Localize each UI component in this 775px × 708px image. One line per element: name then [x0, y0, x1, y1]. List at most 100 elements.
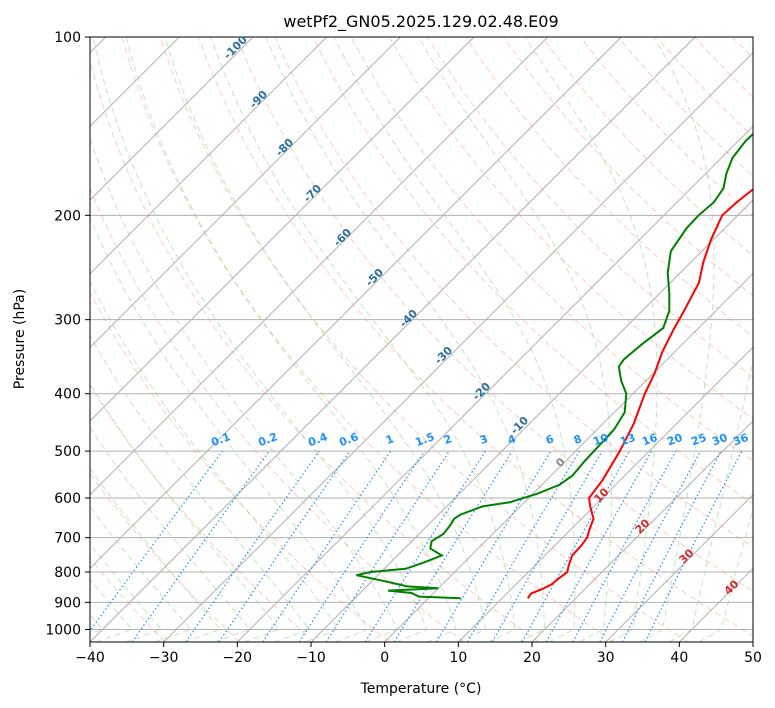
y-tick-label: 700 — [54, 531, 81, 547]
isotherm-line — [752, 641, 753, 642]
mixing-ratio-line — [644, 450, 743, 642]
dry-adiabat-line — [656, 37, 753, 138]
mixing-ratio-line — [262, 450, 392, 642]
moist-adiabat-line — [418, 37, 613, 642]
moist-adiabat-label: 20 — [633, 516, 653, 536]
plot-frame — [89, 36, 754, 643]
y-tick-label: 900 — [54, 595, 81, 611]
isotherm-line — [90, 37, 696, 642]
mixing-ratio-label: 25 — [689, 431, 708, 448]
moist-adiabat-line — [333, 37, 576, 642]
y-tick-label: 400 — [54, 387, 81, 403]
moist-adiabat-line — [639, 37, 715, 642]
moist-adiabat-line — [698, 506, 753, 642]
dewpoint-profile-line — [356, 132, 753, 600]
mixing-ratio-line — [435, 450, 552, 642]
line-labels: -100-90-80-70-60-50-40-30-20-100.1 0.2 0.4… — [209, 33, 750, 598]
isotherm-line — [163, 51, 753, 642]
dry-adiabat-line — [236, 37, 753, 592]
mixing-ratio-line — [599, 450, 702, 642]
moist-adiabat-line — [524, 37, 658, 642]
mixing-ratio-line — [621, 450, 722, 642]
dry-adiabat-line — [121, 37, 614, 642]
isotherm-line — [90, 37, 254, 201]
isotherm-line — [90, 37, 475, 422]
isotherm-line — [90, 37, 549, 496]
mixing-ratio-label: 10 — [591, 431, 610, 449]
x-tick-label: −20 — [223, 650, 253, 666]
x-axis-label: Temperature (°C) — [360, 681, 482, 697]
dry-adiabat-line — [388, 37, 753, 420]
dry-adiabat-line — [426, 37, 753, 379]
dry-adiabat-label: -90 — [247, 88, 270, 111]
dry-adiabat-line — [274, 37, 753, 548]
dry-adiabat-label: -70 — [301, 182, 324, 205]
mixing-ratio-label: 1.5 — [413, 430, 436, 449]
mixing-ratio-label: 0.2 — [256, 430, 279, 449]
y-tick-label: 800 — [54, 565, 81, 581]
mixing-ratio-line — [218, 450, 351, 642]
dry-adiabat-line — [503, 37, 753, 297]
x-tick-label: −30 — [149, 650, 179, 666]
y-tick-label: 100 — [54, 30, 81, 46]
y-axis: 100 200 300 400 500 600 700 800 900 1000 — [45, 30, 90, 638]
isotherm-line — [457, 346, 753, 642]
mixing-ratio-label: 36 — [731, 431, 750, 449]
dry-adiabat-line — [90, 384, 316, 642]
series-layer — [356, 132, 753, 600]
moist-adiabat-line — [669, 358, 753, 642]
y-axis-label: Pressure (hPa) — [12, 289, 28, 389]
moist-adiabat-line — [90, 280, 340, 642]
moist-adiabat-label: 10 — [592, 485, 612, 505]
dry-adiabat-line — [312, 37, 753, 505]
mixing-ratio-label: 0.6 — [337, 430, 360, 449]
x-tick-label: −40 — [75, 650, 105, 666]
isotherm-line — [678, 567, 753, 642]
isotherm-line — [90, 37, 328, 275]
dry-adiabat-label: -20 — [470, 380, 493, 403]
isotherm-line — [384, 272, 753, 642]
moist-adiabat-label: 40 — [722, 577, 742, 597]
mixing-ratio-label: 3 — [478, 432, 490, 447]
mixing-ratio-label: 6 — [544, 432, 556, 447]
dry-adiabat-line — [579, 37, 753, 217]
dry-adiabat-line — [90, 59, 540, 642]
dry-adiabat-label: -50 — [363, 266, 386, 289]
moist-adiabat-line — [90, 426, 251, 642]
dry-adiabat-label: -60 — [331, 226, 354, 249]
moist-adiabat-line — [90, 136, 398, 642]
mixing-ratio-line — [325, 450, 450, 642]
mixing-ratio-label: 16 — [640, 431, 659, 449]
dry-adiabat-line — [90, 291, 390, 642]
mixing-ratio-lines — [90, 450, 743, 642]
x-tick-label: 40 — [670, 650, 688, 666]
mixing-ratio-line — [393, 450, 513, 642]
x-tick-label: 30 — [597, 650, 615, 666]
dry-adiabat-label: -40 — [397, 307, 420, 330]
moist-adiabat-line — [164, 37, 487, 642]
chart-title: wetPf2_GN05.2025.129.02.48.E09 — [283, 12, 558, 32]
isotherm-line — [90, 37, 401, 349]
y-tick-label: 1000 — [45, 622, 81, 638]
moist-adiabat-label: 30 — [677, 546, 697, 566]
mixing-ratio-line — [545, 450, 653, 642]
x-tick-label: −10 — [296, 650, 326, 666]
y-tick-label: 300 — [54, 313, 81, 329]
mixing-ratio-label: 1 — [384, 432, 396, 447]
mixing-ratio-line — [572, 450, 677, 642]
x-axis: −40 −30 −20 −10 0 10 20 30 40 50 — [75, 642, 762, 666]
mixing-ratio-label: 13 — [618, 431, 637, 448]
moist-adiabat-line — [90, 216, 369, 642]
isotherm-line — [90, 37, 622, 570]
mixing-ratio-line — [90, 450, 223, 632]
mixing-ratio-line — [185, 450, 320, 642]
moist-adiabat-line — [92, 37, 428, 642]
dry-adiabat-line — [541, 37, 753, 257]
mixing-ratio-label: 2 — [442, 432, 454, 447]
dry-adiabat-line — [350, 37, 753, 462]
mixing-ratio-line — [521, 450, 631, 642]
moist-adiabat-line — [265, 37, 546, 642]
moist-adiabat-line — [90, 334, 310, 642]
y-tick-label: 600 — [54, 491, 81, 507]
